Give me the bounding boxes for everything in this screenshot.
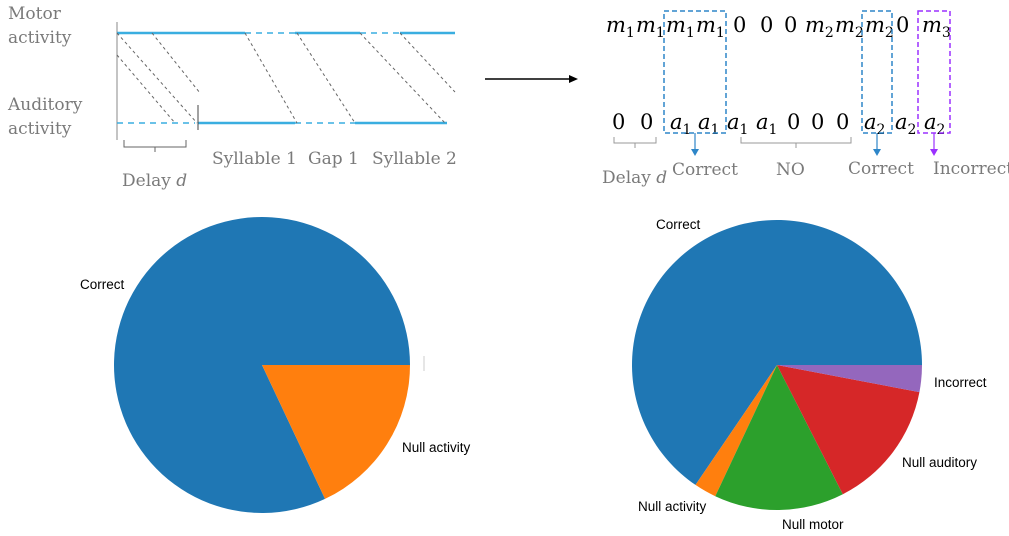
auditory-label-line1: Auditory (7, 95, 83, 115)
pie-left-label-correct: Correct (80, 277, 125, 292)
correct-arrow-2 (873, 133, 881, 156)
auditory-symbol-5: a1 (756, 110, 777, 138)
auditory-symbol-4: a1 (727, 110, 748, 138)
pie-right-label-incorrect: Incorrect (934, 375, 987, 390)
motor-symbol-3: m1 (696, 13, 725, 41)
auditory-symbol-2: a1 (670, 110, 691, 138)
auditory-symbol-6: 0 (787, 110, 800, 134)
motor-symbol-4: 0 (733, 13, 746, 37)
motor-label-line2: activity (8, 28, 72, 48)
motor-symbol-9: m2 (865, 13, 894, 41)
correct-arrow-1 (691, 133, 699, 156)
motor-label-line1: Motor (8, 4, 62, 24)
motor-symbol-8: m2 (835, 13, 864, 41)
motor-symbol-11: m3 (922, 13, 951, 41)
delay-label: Delay d (122, 171, 187, 191)
pie-right-label-null-auditory: Null auditory (902, 455, 977, 470)
auditory-symbol-1: 0 (640, 110, 653, 134)
pie-chart-left (114, 216, 410, 513)
motor-symbol-1: m1 (636, 13, 665, 41)
motor-symbol-row: m1 m1 m1 m1 0 0 0 m2 m2 m2 0 m3 (606, 13, 951, 41)
pie-right-slice-null-auditory (777, 365, 920, 495)
motor-symbol-0: m1 (606, 13, 635, 41)
auditory-symbol-row: 0 0 a1 a1 a1 a1 0 0 0 a2 a2 a2 (612, 110, 945, 138)
timing-diagram: Motor activity Auditory activity (7, 4, 457, 191)
pie-right-label-null-motor: Null motor (782, 517, 844, 532)
pie-right-slice-correct (631, 220, 922, 485)
incorrect-arrow (930, 133, 938, 156)
no-bracket (740, 137, 852, 148)
pie-left-label-null-activity: Null activity (402, 440, 471, 455)
pie-right-slice-incorrect (777, 365, 922, 393)
pie-right-slice-null-motor (715, 365, 843, 511)
pie-chart-right (631, 220, 922, 511)
delay-bracket-right (613, 137, 657, 148)
auditory-symbol-3: a1 (698, 110, 719, 138)
pie-left-slice-null-activity (262, 365, 410, 499)
sequence-diagram: m1 m1 m1 m1 0 0 0 m2 m2 m2 0 m3 0 0 a1 a1 a1 a1 0 0 0 a2 a2 a2… (602, 10, 1009, 188)
motor-symbol-10: 0 (896, 13, 909, 37)
transform-arrow (485, 75, 578, 83)
correct-box-2 (861, 10, 893, 134)
outcome-incorrect: Incorrect (933, 159, 1009, 179)
auditory-symbol-0: 0 (612, 110, 625, 134)
motor-symbol-7: m2 (805, 13, 834, 41)
gap-1-label: Gap 1 (308, 149, 359, 169)
auditory-label-line2: activity (8, 119, 72, 139)
pie-right-label-null-activity: Null activity (638, 499, 707, 514)
pie-right-label-correct: Correct (656, 217, 701, 232)
correct-box-1 (663, 10, 727, 134)
pie-left-slice-correct (114, 216, 410, 513)
auditory-symbol-10: a2 (895, 110, 916, 138)
delay-diagonals (116, 32, 456, 124)
auditory-symbol-7: 0 (811, 110, 824, 134)
pie-right-slice-null-activity (695, 365, 777, 497)
motor-symbol-6: 0 (784, 13, 797, 37)
delay-bracket (123, 140, 187, 152)
auditory-symbol-8: 0 (836, 110, 849, 134)
syllable-2-label: Syllable 2 (372, 149, 457, 169)
syllable-1-label: Syllable 1 (212, 149, 297, 169)
outcome-no: NO (776, 160, 805, 180)
auditory-symbol-9: a2 (864, 110, 885, 138)
delay-label-right: Delay d (602, 168, 667, 188)
outcome-correct-1: Correct (672, 160, 738, 180)
motor-symbol-5: 0 (760, 13, 773, 37)
motor-symbol-2: m1 (666, 13, 695, 41)
auditory-symbol-11: a2 (924, 110, 945, 138)
outcome-correct-2: Correct (848, 159, 914, 179)
